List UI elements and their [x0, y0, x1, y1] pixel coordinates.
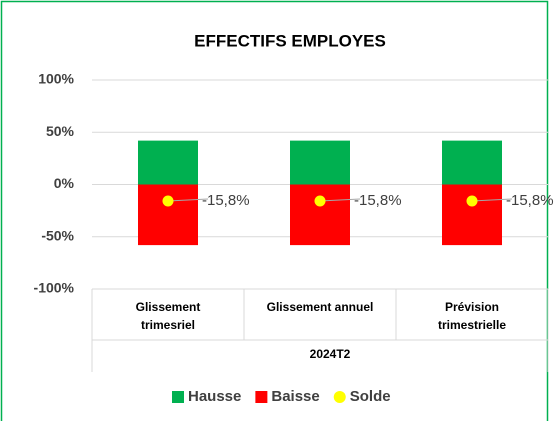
dot [314, 195, 326, 207]
legend-swatch [172, 391, 184, 403]
bar [442, 140, 502, 185]
legend-label: Baisse [271, 388, 319, 405]
dot [162, 195, 174, 207]
data-label: -15,8% [354, 192, 402, 209]
y-tick-label: 50% [46, 123, 75, 139]
x-tick-label: Glissement annuel [267, 300, 374, 314]
y-tick-label: 100% [38, 71, 74, 87]
leader-line [319, 198, 361, 202]
y-tick-label: -100% [34, 280, 75, 296]
x-tick-label: Glissement trimesriel [136, 300, 201, 332]
y-tick-label: -50% [41, 227, 74, 243]
legend-swatch [255, 391, 268, 403]
legend-label: Solde [350, 388, 391, 405]
legend-label: Hausse [188, 388, 241, 405]
leader-line [471, 198, 513, 202]
data-label: -15,8% [202, 192, 250, 209]
bar [442, 184, 502, 246]
legend-swatch [333, 391, 346, 403]
leader-line [167, 198, 209, 202]
x-tick-label-line: trimesriel [141, 318, 195, 332]
x-tick-label-line: trimestrielle [438, 318, 506, 332]
bar [138, 140, 198, 185]
bar [290, 184, 350, 246]
x-tick-label-line: Prévision [445, 300, 499, 314]
bar [290, 140, 350, 185]
group-label: 2024T2 [310, 347, 351, 361]
bar [138, 184, 198, 246]
x-tick-label: Prévision trimestrielle [438, 300, 506, 332]
y-tick-label: 0% [54, 175, 75, 191]
data-label: -15,8% [506, 192, 554, 209]
x-tick-label-line: Glissement [136, 300, 201, 314]
dot [466, 195, 478, 207]
chart-title: EFFECTIFS EMPLOYES [194, 31, 386, 50]
